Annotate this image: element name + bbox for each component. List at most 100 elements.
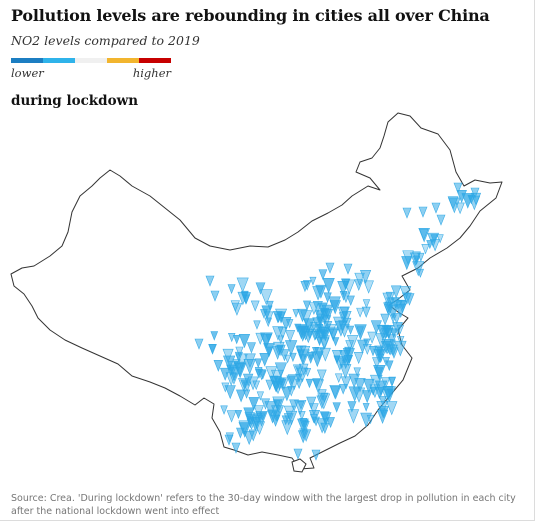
legend-color-bar	[11, 58, 171, 63]
city-marker-icon	[329, 300, 341, 315]
city-marker-icon	[320, 392, 329, 403]
city-marker-icon	[227, 284, 236, 295]
city-marker-icon	[287, 386, 296, 397]
city-marker-icon	[312, 378, 321, 389]
chart-title: Pollution levels are rebounding in citie…	[11, 6, 490, 25]
city-marker-icon	[418, 206, 428, 218]
city-marker-icon	[314, 310, 325, 322]
city-marker-icon	[339, 350, 351, 365]
city-marker-icon	[334, 373, 343, 384]
city-marker-icon	[219, 367, 231, 381]
city-marker-icon	[254, 421, 266, 435]
city-marker-icon	[386, 401, 398, 416]
city-marker-icon	[430, 234, 438, 244]
legend-low-label: lower	[11, 66, 44, 80]
city-marker-icon	[361, 390, 373, 404]
legend-high-label: higher	[132, 66, 171, 80]
city-marker-icon	[455, 202, 465, 215]
city-marker-icon	[277, 326, 288, 340]
city-marker-icon	[246, 342, 256, 354]
city-marker-icon	[363, 378, 375, 394]
city-marker-icon	[376, 401, 389, 416]
city-marker-icon	[320, 337, 330, 350]
city-marker-icon	[378, 396, 387, 406]
legend-swatch	[139, 58, 171, 63]
city-marker-icon	[286, 375, 297, 388]
legend-swatch	[107, 58, 139, 63]
city-marker-icon	[346, 335, 359, 350]
city-marker-icon	[426, 240, 434, 250]
city-marker-icon	[308, 302, 319, 315]
city-marker-icon	[220, 405, 228, 415]
city-marker-icon	[388, 377, 396, 387]
city-marker-icon	[333, 355, 341, 365]
source-line-2: after the national lockdown went into ef…	[11, 506, 220, 517]
city-marker-icon	[295, 378, 304, 390]
city-marker-icon	[284, 340, 298, 356]
city-marker-icon	[378, 325, 389, 339]
city-marker-icon	[363, 280, 374, 294]
city-marker-icon	[362, 299, 371, 309]
city-marker-icon	[418, 228, 430, 243]
city-marker-icon	[384, 301, 395, 315]
city-marker-icon	[436, 214, 446, 226]
city-marker-icon	[311, 449, 321, 461]
city-marker-icon	[345, 340, 355, 352]
city-marker-icon	[238, 334, 251, 349]
city-marker-icon	[259, 289, 273, 306]
city-marker-icon	[210, 331, 219, 341]
city-marker-icon	[310, 330, 319, 341]
city-marker-icon	[309, 403, 319, 416]
city-marker-icon	[297, 308, 308, 323]
city-marker-icon	[236, 277, 249, 293]
city-marker-icon	[382, 292, 393, 305]
city-marker-icon	[341, 278, 350, 290]
city-marker-icon	[276, 344, 286, 357]
city-marker-icon	[352, 387, 366, 403]
city-marker-icon	[316, 329, 327, 342]
city-marker-icon	[389, 347, 399, 359]
city-marker-icon	[362, 403, 370, 412]
city-marker-icon	[259, 353, 271, 367]
city-marker-icon	[397, 300, 408, 314]
city-marker-icon	[386, 388, 394, 398]
city-marker-icon	[346, 295, 355, 307]
city-marker-icon	[470, 187, 480, 199]
city-marker-icon	[228, 332, 236, 343]
city-marker-icon	[327, 327, 339, 342]
legend-labels: lower higher	[11, 66, 171, 82]
city-marker-icon	[360, 412, 372, 428]
city-marker-icon	[319, 347, 331, 362]
city-marker-icon	[213, 359, 224, 372]
city-marker-icon	[238, 420, 251, 435]
city-marker-icon	[404, 293, 415, 306]
city-marker-icon	[273, 311, 283, 324]
city-marker-icon	[306, 396, 317, 410]
city-marker-icon	[273, 400, 281, 410]
city-marker-icon	[396, 335, 405, 346]
city-marker-icon	[285, 330, 296, 343]
city-marker-icon	[453, 182, 463, 194]
city-marker-icon	[421, 244, 430, 255]
china-map	[10, 112, 503, 473]
hainan-island	[291, 458, 307, 473]
city-marker-icon	[374, 380, 388, 397]
city-marker-icon	[316, 369, 327, 382]
city-marker-icon	[392, 313, 402, 325]
city-marker-icon	[374, 367, 384, 379]
city-marker-icon	[385, 360, 394, 372]
map-section-label: during lockdown	[11, 93, 139, 109]
city-marker-icon	[254, 368, 264, 379]
city-marker-icon	[302, 300, 312, 311]
city-marker-icon	[317, 393, 331, 410]
city-marker-icon	[356, 307, 365, 318]
city-marker-icon	[353, 367, 361, 377]
city-marker-icon	[382, 356, 390, 367]
city-marker-icon	[254, 358, 263, 369]
legend-swatch	[11, 58, 43, 63]
city-marker-icon	[436, 234, 444, 244]
city-marker-icon	[234, 410, 243, 420]
city-marker-icon	[224, 385, 236, 400]
city-marker-icon	[401, 256, 413, 271]
city-marker-icon	[325, 262, 335, 274]
